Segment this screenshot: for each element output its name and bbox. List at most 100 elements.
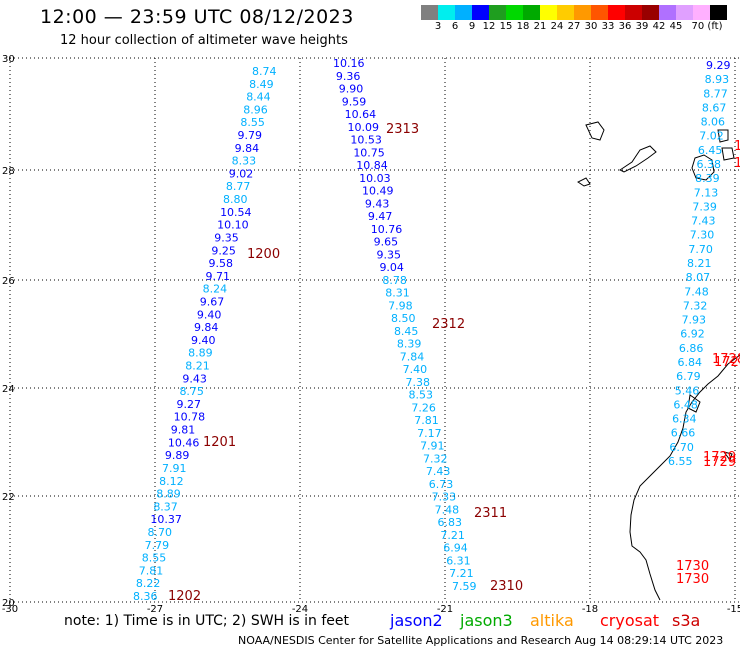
wave-height-value: 8.12 (159, 475, 184, 488)
color-scale-labels: 3 6 9 12 15 18 21 24 27 30 33 36 39 42 45 70 (ft) (421, 21, 740, 33)
satellite-legend-item: s3a (672, 611, 701, 630)
wave-height-value: 10.75 (353, 146, 385, 159)
pass-time-label: 1728 (714, 355, 740, 370)
wave-height-value: 6.31 (446, 554, 471, 567)
pass-time-label: 1202 (168, 589, 201, 604)
longitude-label: -30 (2, 604, 18, 615)
color-swatch (710, 5, 727, 20)
wave-height-value: 7.48 (435, 503, 460, 516)
canary-island (577, 177, 591, 187)
color-swatch (455, 5, 472, 20)
color-swatch (540, 5, 557, 20)
color-scale-label: 21 (533, 21, 547, 32)
color-scale-label: 33 (601, 21, 615, 32)
wave-height-value: 7.81 (414, 414, 439, 427)
longitude-label: -18 (582, 604, 598, 615)
color-scale-label: 36 (618, 21, 632, 32)
wave-height-value: 8.55 (240, 116, 265, 129)
wave-height-value: 6.70 (669, 441, 694, 454)
wave-height-value: 10.46 (168, 436, 200, 449)
wave-height-value: 7.32 (423, 452, 448, 465)
canary-island (691, 154, 715, 181)
latitude-label: 26 (2, 276, 15, 287)
wave-height-value: 7.39 (692, 200, 717, 213)
wave-height-value: 10.49 (362, 185, 394, 198)
wave-height-value: 8.31 (385, 287, 410, 300)
longitude-label: -15 (727, 604, 740, 615)
color-swatch (438, 5, 455, 20)
wave-height-value: 7.43 (691, 215, 716, 228)
wave-height-value: 10.54 (220, 206, 252, 219)
latitude-label: 30 (2, 54, 15, 65)
wave-height-value: 9.90 (339, 83, 364, 96)
longitude-label: -27 (147, 604, 163, 615)
coastline (577, 121, 740, 601)
longitude-label: -24 (292, 604, 308, 615)
wave-height-value: 9.43 (182, 372, 207, 385)
wave-height-value: 9.59 (342, 95, 367, 108)
wave-height-value: 7.32 (683, 299, 708, 312)
wave-height-value: 9.58 (208, 257, 233, 270)
pass-time-label: 1728 (712, 352, 740, 367)
wave-height-value: 9.36 (336, 70, 361, 83)
observations: 8.748.498.448.968.559.799.848.339.028.77… (133, 57, 740, 604)
african-coast (629, 354, 740, 601)
color-scale-label: 27 (567, 21, 581, 32)
wave-height-value: 9.84 (194, 321, 219, 334)
map-grid (9, 57, 740, 603)
wave-height-value: 7.21 (440, 529, 465, 542)
wave-height-value: 10.37 (150, 513, 182, 526)
wave-height-value: 9.40 (197, 308, 222, 321)
footnote: note: 1) Time is in UTC; 2) SWH is in fe… (64, 613, 350, 629)
pass-time-label: 2310 (490, 579, 523, 594)
wave-height-value: 8.24 (203, 283, 228, 296)
color-scale-label: 30 (584, 21, 598, 32)
wave-height-value: 9.04 (379, 261, 404, 274)
credit-line: NOAA/NESDIS Center for Satellite Applica… (238, 634, 724, 647)
wave-height-value: 9.81 (171, 424, 196, 437)
wave-height-value: 8.07 (686, 271, 711, 284)
wave-height-value: 7.81 (139, 564, 164, 577)
wave-height-value: 7.13 (694, 186, 719, 199)
wave-height-value: 7.26 (411, 401, 436, 414)
wave-height-value: 8.75 (179, 385, 204, 398)
wave-height-value: 8.06 (701, 116, 726, 129)
color-swatch (557, 5, 574, 20)
wave-height-value: 10.03 (359, 172, 391, 185)
wave-height-value: 9.79 (237, 129, 261, 142)
wave-height-value: 7.59 (452, 580, 477, 593)
canary-island (619, 145, 657, 173)
wave-height-value: 8.44 (246, 91, 271, 104)
wave-height-value: 7.48 (684, 285, 709, 298)
wave-height-value: 8.67 (702, 101, 727, 114)
coast-islet (722, 451, 733, 462)
wave-height-value: 7.17 (417, 427, 442, 440)
color-swatch (608, 5, 625, 20)
wave-height-value: 8.80 (223, 193, 248, 206)
wave-height-value: 8.77 (226, 180, 251, 193)
color-swatch (659, 5, 676, 20)
color-swatch (591, 5, 608, 20)
wave-height-value: 7.84 (400, 350, 425, 363)
color-scale-label: 70 (ft) (691, 21, 723, 32)
color-scale-label: 24 (550, 21, 564, 32)
latitude-label: 22 (2, 492, 15, 503)
wave-height-value: 7.91 (420, 440, 445, 453)
color-swatch (574, 5, 591, 20)
wave-height-value: 7.40 (403, 363, 428, 376)
wave-height-value: 9.47 (368, 210, 393, 223)
wave-height-value: 10.64 (345, 108, 377, 121)
satellite-legend-item: jason3 (460, 611, 513, 630)
color-swatch (642, 5, 659, 20)
coast-cape (687, 394, 701, 413)
color-scale-label: 12 (482, 21, 496, 32)
map-subtitle: 12 hour collection of altimeter wave hei… (60, 33, 348, 48)
wave-height-value: 8.33 (232, 155, 257, 168)
color-swatch (676, 5, 693, 20)
satellite-legend-item: altika (530, 611, 574, 630)
pass-time-label: 1730 (676, 559, 709, 574)
wave-height-value: 7.70 (688, 243, 713, 256)
wave-height-value: 10.53 (350, 134, 382, 147)
wave-height-value: 10.16 (333, 57, 365, 70)
axis-labels: -30 -27 -24 -21 -18 -15 30 28 26 24 22 20 (2, 54, 740, 615)
